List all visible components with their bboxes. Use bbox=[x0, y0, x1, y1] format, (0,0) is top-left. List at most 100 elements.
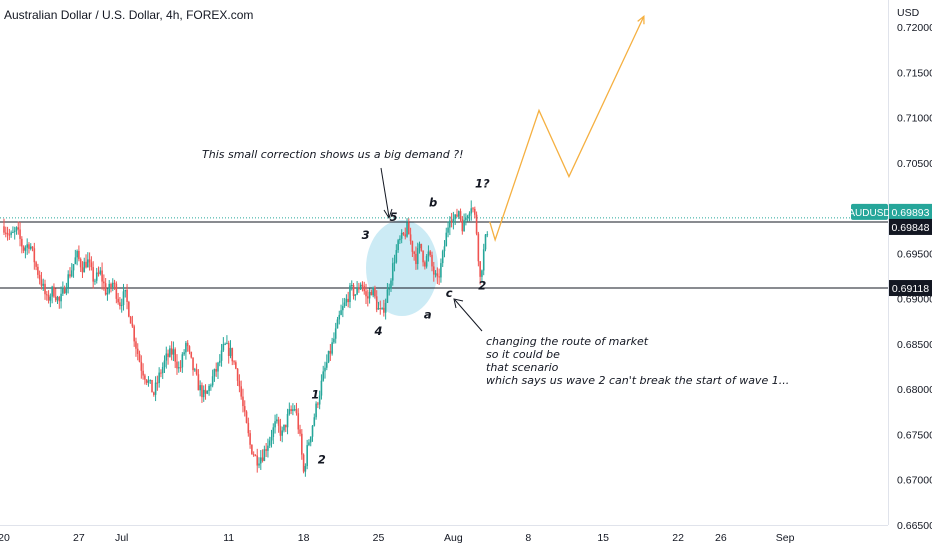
level-badge-bg bbox=[889, 280, 932, 297]
candle-body bbox=[429, 251, 432, 255]
wave-label: 1? bbox=[475, 176, 490, 190]
candle-body bbox=[188, 346, 191, 352]
candle-body bbox=[277, 419, 280, 426]
candle-body bbox=[37, 266, 39, 275]
candle-body bbox=[142, 370, 144, 376]
candle-body bbox=[331, 342, 333, 354]
candle-body bbox=[256, 455, 259, 466]
candle-body bbox=[17, 227, 20, 230]
candle-body bbox=[286, 413, 289, 428]
candle-body bbox=[450, 220, 453, 222]
candle-body bbox=[22, 246, 25, 251]
x-tick-label: Jul bbox=[115, 532, 128, 544]
candle-body bbox=[92, 267, 94, 282]
candle-body bbox=[67, 274, 69, 288]
candle-body bbox=[352, 285, 355, 296]
candle-body bbox=[327, 350, 330, 363]
candle-body bbox=[251, 444, 253, 455]
candle-body bbox=[475, 214, 478, 234]
wave-label: 4 bbox=[373, 324, 382, 338]
candle-body bbox=[211, 376, 214, 386]
candlestick-series bbox=[3, 200, 489, 477]
candle-body bbox=[65, 287, 68, 294]
candle-body bbox=[149, 379, 152, 381]
candle-body bbox=[213, 368, 216, 377]
candle-body bbox=[70, 270, 73, 277]
candle-body bbox=[404, 234, 407, 237]
candle-body bbox=[322, 371, 325, 381]
candle-body bbox=[359, 284, 362, 290]
candle-body bbox=[402, 232, 405, 235]
last-price-badge: 0.69893 bbox=[892, 207, 930, 219]
candle-body bbox=[318, 395, 321, 405]
candle-body bbox=[44, 283, 46, 295]
candle-body bbox=[76, 250, 78, 258]
candle-body bbox=[231, 347, 234, 362]
candle-body bbox=[35, 262, 37, 267]
candle-body bbox=[338, 314, 341, 320]
candle-body bbox=[325, 362, 328, 368]
candle-body bbox=[301, 433, 303, 455]
candle-body bbox=[249, 433, 251, 445]
candle-body bbox=[106, 292, 109, 295]
candle-body bbox=[85, 261, 87, 268]
candle-body bbox=[479, 261, 481, 277]
wave-label: 5 bbox=[389, 210, 397, 224]
candle-body bbox=[454, 214, 456, 219]
candle-body bbox=[411, 241, 414, 252]
candle-body bbox=[117, 298, 119, 303]
y-tick-label: 0.72000 bbox=[897, 22, 932, 34]
wave-labels: 1 2 3 4 5 a b c 1? 2 bbox=[311, 176, 490, 466]
candle-body bbox=[481, 270, 483, 277]
candle-body bbox=[94, 280, 96, 282]
candle-body bbox=[329, 350, 332, 354]
candle-body bbox=[247, 422, 250, 434]
candle-body bbox=[306, 445, 308, 467]
candle-body bbox=[486, 234, 489, 236]
candle-body bbox=[215, 368, 218, 372]
time-axis: 20 27 Jul 11 18 25 Aug 8 15 22 26 Sep bbox=[0, 532, 795, 544]
candle-body bbox=[349, 285, 351, 303]
projection-layer bbox=[489, 14, 645, 243]
candle-body bbox=[459, 211, 462, 220]
candle-body bbox=[388, 288, 390, 290]
candle-body bbox=[194, 369, 196, 371]
candle-body bbox=[4, 232, 7, 234]
candle-body bbox=[279, 425, 282, 436]
candle-body bbox=[224, 343, 226, 345]
candle-body bbox=[69, 274, 71, 277]
bottom-annotation-line-4: which says us wave 2 can't break the sta… bbox=[486, 374, 789, 387]
candle-body bbox=[425, 256, 428, 267]
candle-body bbox=[472, 208, 474, 210]
last-price-badge-bg bbox=[889, 203, 932, 220]
candle-body bbox=[441, 251, 444, 264]
candle-body bbox=[129, 316, 132, 324]
candle-body bbox=[320, 380, 323, 396]
candle-body bbox=[74, 257, 77, 265]
candle-body bbox=[190, 351, 193, 358]
wave-label: 1 bbox=[311, 387, 319, 401]
candle-body bbox=[299, 429, 301, 434]
x-tick-label: 11 bbox=[223, 532, 234, 544]
candle-body bbox=[379, 307, 382, 309]
candle-body bbox=[374, 287, 376, 297]
candle-body bbox=[333, 338, 335, 343]
candle-body bbox=[372, 287, 374, 296]
candle-body bbox=[368, 291, 371, 299]
candle-body bbox=[431, 254, 433, 267]
candle-body bbox=[153, 392, 155, 395]
candle-body bbox=[377, 307, 380, 310]
candle-body bbox=[370, 291, 373, 296]
candle-body bbox=[391, 263, 394, 281]
candle-body bbox=[19, 229, 21, 239]
candle-body bbox=[386, 289, 389, 303]
candle-body bbox=[420, 243, 423, 251]
candle-body bbox=[62, 287, 64, 294]
projection-path[interactable] bbox=[489, 16, 645, 243]
candle-body bbox=[26, 244, 28, 248]
chart-title: Australian Dollar / U.S. Dollar, 4h, FOR… bbox=[4, 8, 254, 22]
candle-body bbox=[54, 296, 57, 301]
candle-body bbox=[177, 367, 180, 369]
candle-body bbox=[336, 319, 339, 329]
